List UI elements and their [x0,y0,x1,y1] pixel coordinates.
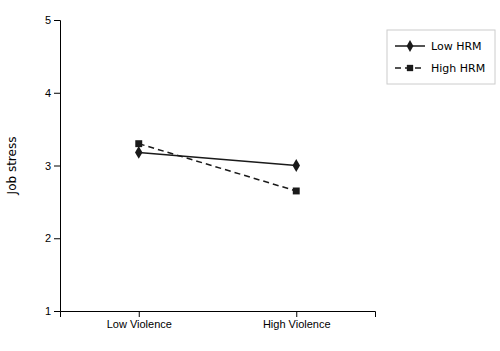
series-line [139,144,297,191]
series-marker [135,146,142,159]
x-axis: Low Violence High Violence [61,311,376,330]
y-axis-line [54,21,61,312]
y-tick: 5 [45,14,60,26]
series-marker [135,140,142,147]
plot-root: 1 2 3 4 5 Low Violence High Violence [45,14,376,330]
series-marker [293,187,300,194]
chart-svg: 1 2 3 4 5 Low Violence High Violence Job stress… [0,0,500,351]
legend-frame [387,30,495,84]
legend: Low HRM High HRM [387,30,495,84]
y-tick-label: 4 [45,87,51,99]
series-line [139,152,297,165]
x-tick-label: Low Violence [107,318,172,330]
series-marker [293,159,300,172]
y-axis-title: Job stress [5,137,19,196]
y-tick-label: 3 [45,160,51,172]
y-tick-mark [54,311,60,312]
y-tick-mark [54,20,60,21]
y-tick-mark [54,93,60,94]
legend-swatch-marker [407,65,413,71]
y-tick-label: 5 [45,14,51,26]
x-tick-mark [296,311,297,317]
y-tick-mark [54,166,60,167]
legend-item: High HRM [395,62,485,75]
x-tick-label: High Violence [263,318,331,330]
legend-label: High HRM [431,62,485,75]
y-tick: 1 [45,305,60,317]
y-tick-label: 2 [45,232,51,244]
marks [135,140,300,194]
y-axis: 1 2 3 4 5 [45,14,61,317]
x-tick: Low Violence [107,311,172,330]
y-tick: 2 [45,232,60,244]
x-tick: High Violence [263,311,331,330]
x-tick-mark [139,311,140,317]
x-axis-line [61,312,376,318]
y-tick-label: 1 [45,305,51,317]
chart-container: 1 2 3 4 5 Low Violence High Violence Job stress… [0,0,500,351]
y-tick: 3 [45,160,60,172]
y-tick: 4 [45,87,60,99]
y-tick-mark [54,238,60,239]
legend-swatch-marker [407,40,414,52]
legend-item: Low HRM [395,40,482,53]
legend-label: Low HRM [431,40,482,53]
series [135,140,299,194]
